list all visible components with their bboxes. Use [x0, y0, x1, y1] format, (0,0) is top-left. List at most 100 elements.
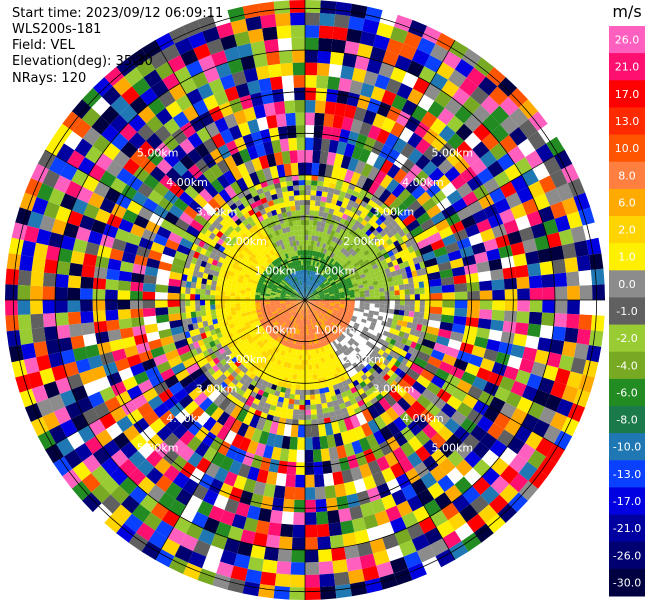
velocity-gate [272, 285, 278, 290]
velocity-gate [207, 274, 214, 281]
velocity-gate [305, 562, 320, 575]
velocity-gate [247, 281, 253, 286]
velocity-gate [453, 228, 469, 242]
velocity-gate [266, 153, 277, 168]
velocity-gate [372, 280, 379, 286]
velocity-gate [169, 182, 185, 198]
velocity-gate [334, 296, 340, 299]
velocity-gate [11, 222, 28, 241]
velocity-gate [344, 104, 357, 119]
velocity-gate [284, 201, 291, 208]
velocity-gate [351, 250, 357, 257]
velocity-gate [403, 31, 422, 49]
velocity-gate [397, 208, 412, 222]
velocity-gate [315, 285, 320, 290]
velocity-gate [307, 291, 311, 296]
velocity-gate [254, 275, 261, 280]
velocity-gate [205, 262, 212, 270]
velocity-gate [180, 280, 187, 288]
velocity-gate [348, 287, 354, 291]
velocity-gate [305, 50, 319, 63]
velocity-gate [190, 294, 196, 300]
velocity-gate [273, 182, 282, 189]
velocity-gate [117, 290, 131, 300]
velocity-gate [260, 265, 267, 271]
velocity-gate [412, 276, 419, 283]
velocity-gate [213, 193, 227, 208]
velocity-gate [347, 157, 359, 172]
velocity-gate [382, 210, 390, 219]
velocity-gate [236, 246, 243, 253]
velocity-gate [338, 275, 344, 280]
velocity-gate [231, 263, 239, 270]
velocity-gate [359, 261, 366, 268]
velocity-gate [298, 359, 302, 365]
velocity-gate [448, 40, 469, 59]
velocity-gate [528, 311, 543, 325]
velocity-gate [88, 192, 105, 209]
velocity-gate [277, 126, 288, 140]
velocity-gate [254, 143, 267, 158]
velocity-gate [332, 193, 339, 201]
range-ring-label: 2.00km [343, 353, 385, 366]
velocity-gate [223, 214, 232, 223]
velocity-gate [328, 270, 334, 276]
velocity-gate [264, 235, 270, 242]
velocity-gate [239, 196, 248, 204]
velocity-gate [425, 264, 440, 274]
velocity-gate [281, 289, 287, 293]
velocity-gate [416, 211, 431, 226]
velocity-gate [172, 111, 190, 129]
velocity-gate [282, 87, 295, 102]
velocity-gate [220, 291, 226, 296]
velocity-gate [205, 121, 220, 138]
velocity-gate [299, 185, 305, 191]
velocity-gate [305, 524, 318, 538]
velocity-gate [355, 264, 362, 270]
velocity-gate [326, 285, 332, 289]
velocity-gate [317, 246, 322, 253]
velocity-gate [318, 548, 333, 563]
velocity-gate [311, 235, 316, 241]
velocity-gate [245, 16, 262, 31]
velocity-gate [123, 242, 139, 255]
velocity-gate [163, 151, 180, 168]
velocity-gate [277, 548, 292, 563]
velocity-gate [542, 218, 559, 236]
velocity-gate [414, 262, 421, 271]
velocity-gate [462, 96, 481, 115]
velocity-gate [347, 254, 354, 260]
velocity-gate [162, 134, 180, 152]
velocity-gate [204, 183, 219, 198]
velocity-gate [298, 255, 301, 261]
velocity-gate [368, 225, 376, 233]
velocity-gate [297, 162, 305, 176]
velocity-gate [230, 292, 236, 297]
velocity-gate [301, 285, 304, 291]
velocity-gate [31, 327, 46, 343]
velocity-gate [305, 125, 315, 138]
velocity-gate [454, 283, 468, 293]
velocity-gate [332, 559, 348, 574]
velocity-gate [274, 280, 280, 285]
velocity-gate [399, 305, 405, 311]
velocity-gate [351, 259, 358, 265]
velocity-gate [290, 279, 295, 284]
velocity-gate [258, 77, 272, 93]
velocity-gate [303, 270, 305, 275]
velocity-gate [449, 220, 465, 234]
velocity-gate [286, 461, 297, 475]
velocity-gate [305, 210, 310, 216]
velocity-gate [413, 169, 429, 186]
velocity-gate [285, 294, 291, 297]
velocity-gate [411, 243, 420, 252]
velocity-gate [391, 259, 399, 266]
velocity-gate [388, 281, 394, 287]
velocity-gate [225, 287, 231, 293]
velocity-gate [258, 584, 275, 599]
velocity-gate [319, 226, 325, 233]
velocity-gate [317, 257, 322, 263]
velocity-gate [318, 274, 323, 280]
velocity-gate [290, 296, 296, 299]
velocity-gate [369, 300, 375, 304]
